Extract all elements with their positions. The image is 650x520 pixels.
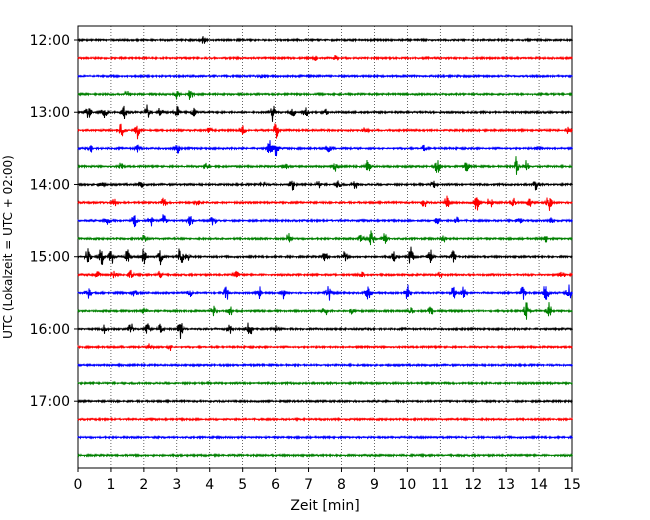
trace-1215 (77, 55, 573, 62)
x-axis-label: Zeit [min] (290, 498, 359, 514)
x-tick-label: 15 (563, 477, 581, 493)
y-tick-label: 12:00 (30, 33, 70, 49)
x-tick-label: 14 (530, 477, 548, 493)
trace-1430 (77, 214, 573, 228)
trace-1515 (77, 269, 573, 279)
trace-1300 (77, 104, 573, 122)
trace-1245 (77, 90, 573, 100)
trace-1700 (77, 398, 573, 404)
trace-1715 (77, 416, 573, 422)
trace-1500 (77, 246, 573, 266)
trace-1545 (77, 302, 573, 320)
trace-1745 (77, 452, 573, 459)
trace-1200 (77, 36, 573, 44)
x-tick-label: 1 (106, 477, 115, 493)
x-tick-label: 9 (370, 477, 379, 493)
trace-1600 (77, 322, 573, 339)
x-tick-label: 7 (304, 477, 313, 493)
x-tick-label: 8 (337, 477, 346, 493)
trace-1415 (77, 195, 573, 211)
x-tick-label: 2 (139, 477, 148, 493)
trace-1530 (77, 284, 573, 301)
x-tick-label: 11 (431, 477, 449, 493)
y-tick-label: 15:00 (30, 250, 70, 266)
trace-1730 (77, 434, 573, 440)
x-tick-label: 0 (74, 477, 83, 493)
trace-1330 (77, 140, 573, 157)
plot-area (77, 25, 573, 469)
trace-1445 (77, 230, 573, 246)
x-tick-label: 6 (271, 477, 280, 493)
x-tick-label: 4 (205, 477, 214, 493)
trace-1400 (77, 180, 573, 191)
trace-1645 (77, 380, 573, 386)
y-tick-label: 16:00 (30, 322, 70, 338)
y-tick-label: 14:00 (30, 177, 70, 193)
x-axis: 0 1 2 3 4 5 6 7 8 9 10 11 12 13 14 15 (74, 468, 581, 493)
y-tick-label: 17:00 (30, 394, 70, 410)
y-tick-label: 13:00 (30, 105, 70, 121)
trace-1615 (77, 343, 573, 351)
trace-1230 (77, 73, 573, 79)
trace-1630 (77, 362, 573, 368)
x-tick-label: 13 (497, 477, 515, 493)
trace-1345 (77, 156, 573, 175)
x-tick-label: 5 (238, 477, 247, 493)
x-tick-label: 10 (398, 477, 416, 493)
x-tick-label: 12 (464, 477, 482, 493)
x-tick-label: 3 (172, 477, 181, 493)
y-axis: 12:00 13:00 14:00 15:00 16:00 17:00 (30, 33, 78, 410)
y-axis-label: UTC (Lokalzeit = UTC + 02:00) (1, 155, 15, 339)
trace-1315 (77, 123, 573, 140)
traces (77, 36, 573, 459)
